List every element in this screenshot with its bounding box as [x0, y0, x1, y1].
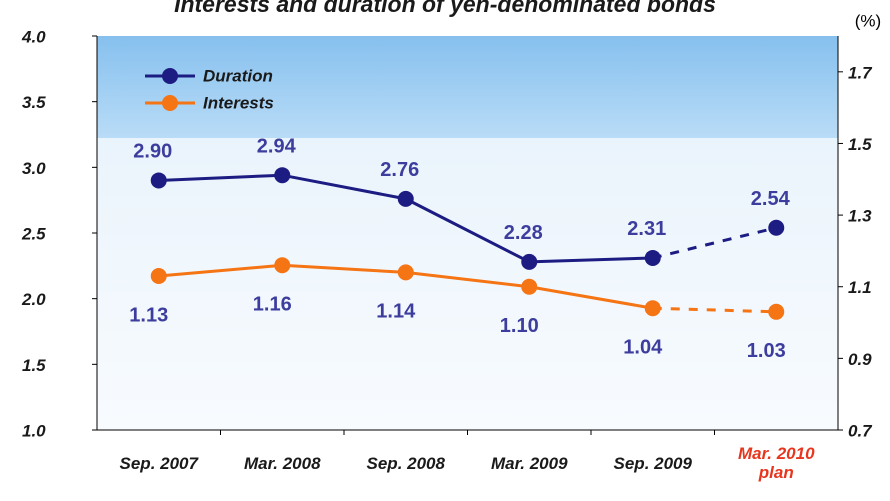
plot-background	[97, 138, 838, 430]
y2-tick-label: 1.5	[848, 135, 872, 154]
data-point	[150, 172, 167, 189]
series-line-dashed	[652, 226, 777, 260]
x-tick-label: Mar. 2010 plan	[737, 444, 815, 482]
y-tick-label: 3.0	[22, 159, 46, 178]
data-label: 1.13	[129, 304, 168, 326]
x-tick-label: Sep. 2008	[366, 454, 445, 473]
data-label: 2.94	[257, 135, 297, 157]
data-point	[768, 219, 785, 236]
y2-axis-label: (%)	[855, 11, 881, 30]
x-tick-label: Sep. 2009	[613, 454, 692, 473]
data-label: 1.03	[747, 340, 786, 362]
y-tick-label: 1.0	[22, 421, 46, 440]
chart-title: Interests and duration of yen-denominate…	[174, 0, 716, 17]
y2-tick-label: 1.3	[848, 207, 872, 226]
data-point	[150, 267, 167, 284]
x-tick-label: Mar. 2008	[243, 454, 321, 473]
y2-tick-label: 1.7	[848, 63, 873, 82]
data-label: 2.54	[751, 188, 791, 210]
y-tick-label: 1.5	[22, 356, 46, 375]
y-tick-label: 3.5	[22, 93, 46, 112]
data-point	[521, 253, 538, 270]
x-tick-label: Sep. 2007	[119, 454, 198, 473]
plot-band	[97, 36, 838, 138]
y-tick-label: 2.5	[21, 224, 46, 243]
data-label: 1.16	[253, 294, 292, 316]
data-point	[274, 257, 291, 274]
legend-label: Interests	[203, 93, 274, 112]
data-label: 2.31	[627, 218, 666, 240]
legend-label: Duration	[203, 66, 273, 85]
data-label: 1.04	[623, 336, 663, 358]
data-label: 1.10	[500, 315, 539, 337]
x-tick-label: Mar. 2009	[490, 454, 568, 473]
data-label: 2.76	[380, 159, 419, 181]
y-tick-label: 4.0	[21, 27, 46, 46]
series-line-dashed	[652, 306, 777, 314]
y2-tick-label: 0.9	[848, 350, 872, 369]
data-point	[768, 303, 785, 320]
data-label: 2.90	[133, 141, 172, 163]
data-label: 2.28	[504, 222, 543, 244]
data-point	[521, 278, 538, 295]
y2-tick-label: 1.1	[848, 278, 872, 297]
data-point	[397, 190, 414, 207]
data-point	[644, 249, 661, 266]
data-point	[644, 300, 661, 317]
data-label: 1.14	[376, 301, 416, 323]
data-point	[274, 167, 291, 184]
y-tick-label: 2.0	[21, 290, 46, 309]
y2-tick-label: 0.7	[848, 421, 873, 440]
data-point	[397, 264, 414, 281]
legend-marker	[162, 68, 178, 84]
legend-marker	[162, 95, 178, 111]
